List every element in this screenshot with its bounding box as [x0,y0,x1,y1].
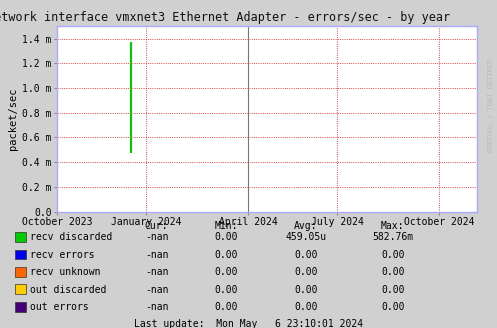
Text: 0.00: 0.00 [294,302,318,312]
Text: 0.00: 0.00 [294,250,318,260]
Text: RRDTOOL / TOBI OETIKER: RRDTOOL / TOBI OETIKER [488,58,494,152]
Text: Last update:  Mon May   6 23:10:01 2024: Last update: Mon May 6 23:10:01 2024 [134,319,363,328]
Text: -nan: -nan [145,302,168,312]
Text: out errors: out errors [30,302,88,312]
Text: Network interface vmxnet3 Ethernet Adapter - errors/sec - by year: Network interface vmxnet3 Ethernet Adapt… [0,11,450,25]
Text: -nan: -nan [145,250,168,260]
Text: 0.00: 0.00 [294,267,318,277]
Text: -nan: -nan [145,233,168,242]
Text: 459.05u: 459.05u [285,233,326,242]
Text: -nan: -nan [145,285,168,295]
Text: 582.76m: 582.76m [372,233,413,242]
Text: recv discarded: recv discarded [30,233,112,242]
Text: recv errors: recv errors [30,250,94,260]
Text: Avg:: Avg: [294,221,318,231]
Text: 0.00: 0.00 [381,285,405,295]
Text: 0.00: 0.00 [214,250,238,260]
Text: out discarded: out discarded [30,285,106,295]
Text: Cur:: Cur: [145,221,168,231]
Text: 0.00: 0.00 [381,302,405,312]
Text: recv unknown: recv unknown [30,267,100,277]
Text: 0.00: 0.00 [381,250,405,260]
Text: 0.00: 0.00 [381,267,405,277]
Text: 0.00: 0.00 [214,302,238,312]
Text: 0.00: 0.00 [214,233,238,242]
Y-axis label: packet/sec: packet/sec [8,88,18,150]
Text: 0.00: 0.00 [294,285,318,295]
Text: Min:: Min: [214,221,238,231]
Text: 0.00: 0.00 [214,267,238,277]
Text: -nan: -nan [145,267,168,277]
Text: 0.00: 0.00 [214,285,238,295]
Text: Max:: Max: [381,221,405,231]
